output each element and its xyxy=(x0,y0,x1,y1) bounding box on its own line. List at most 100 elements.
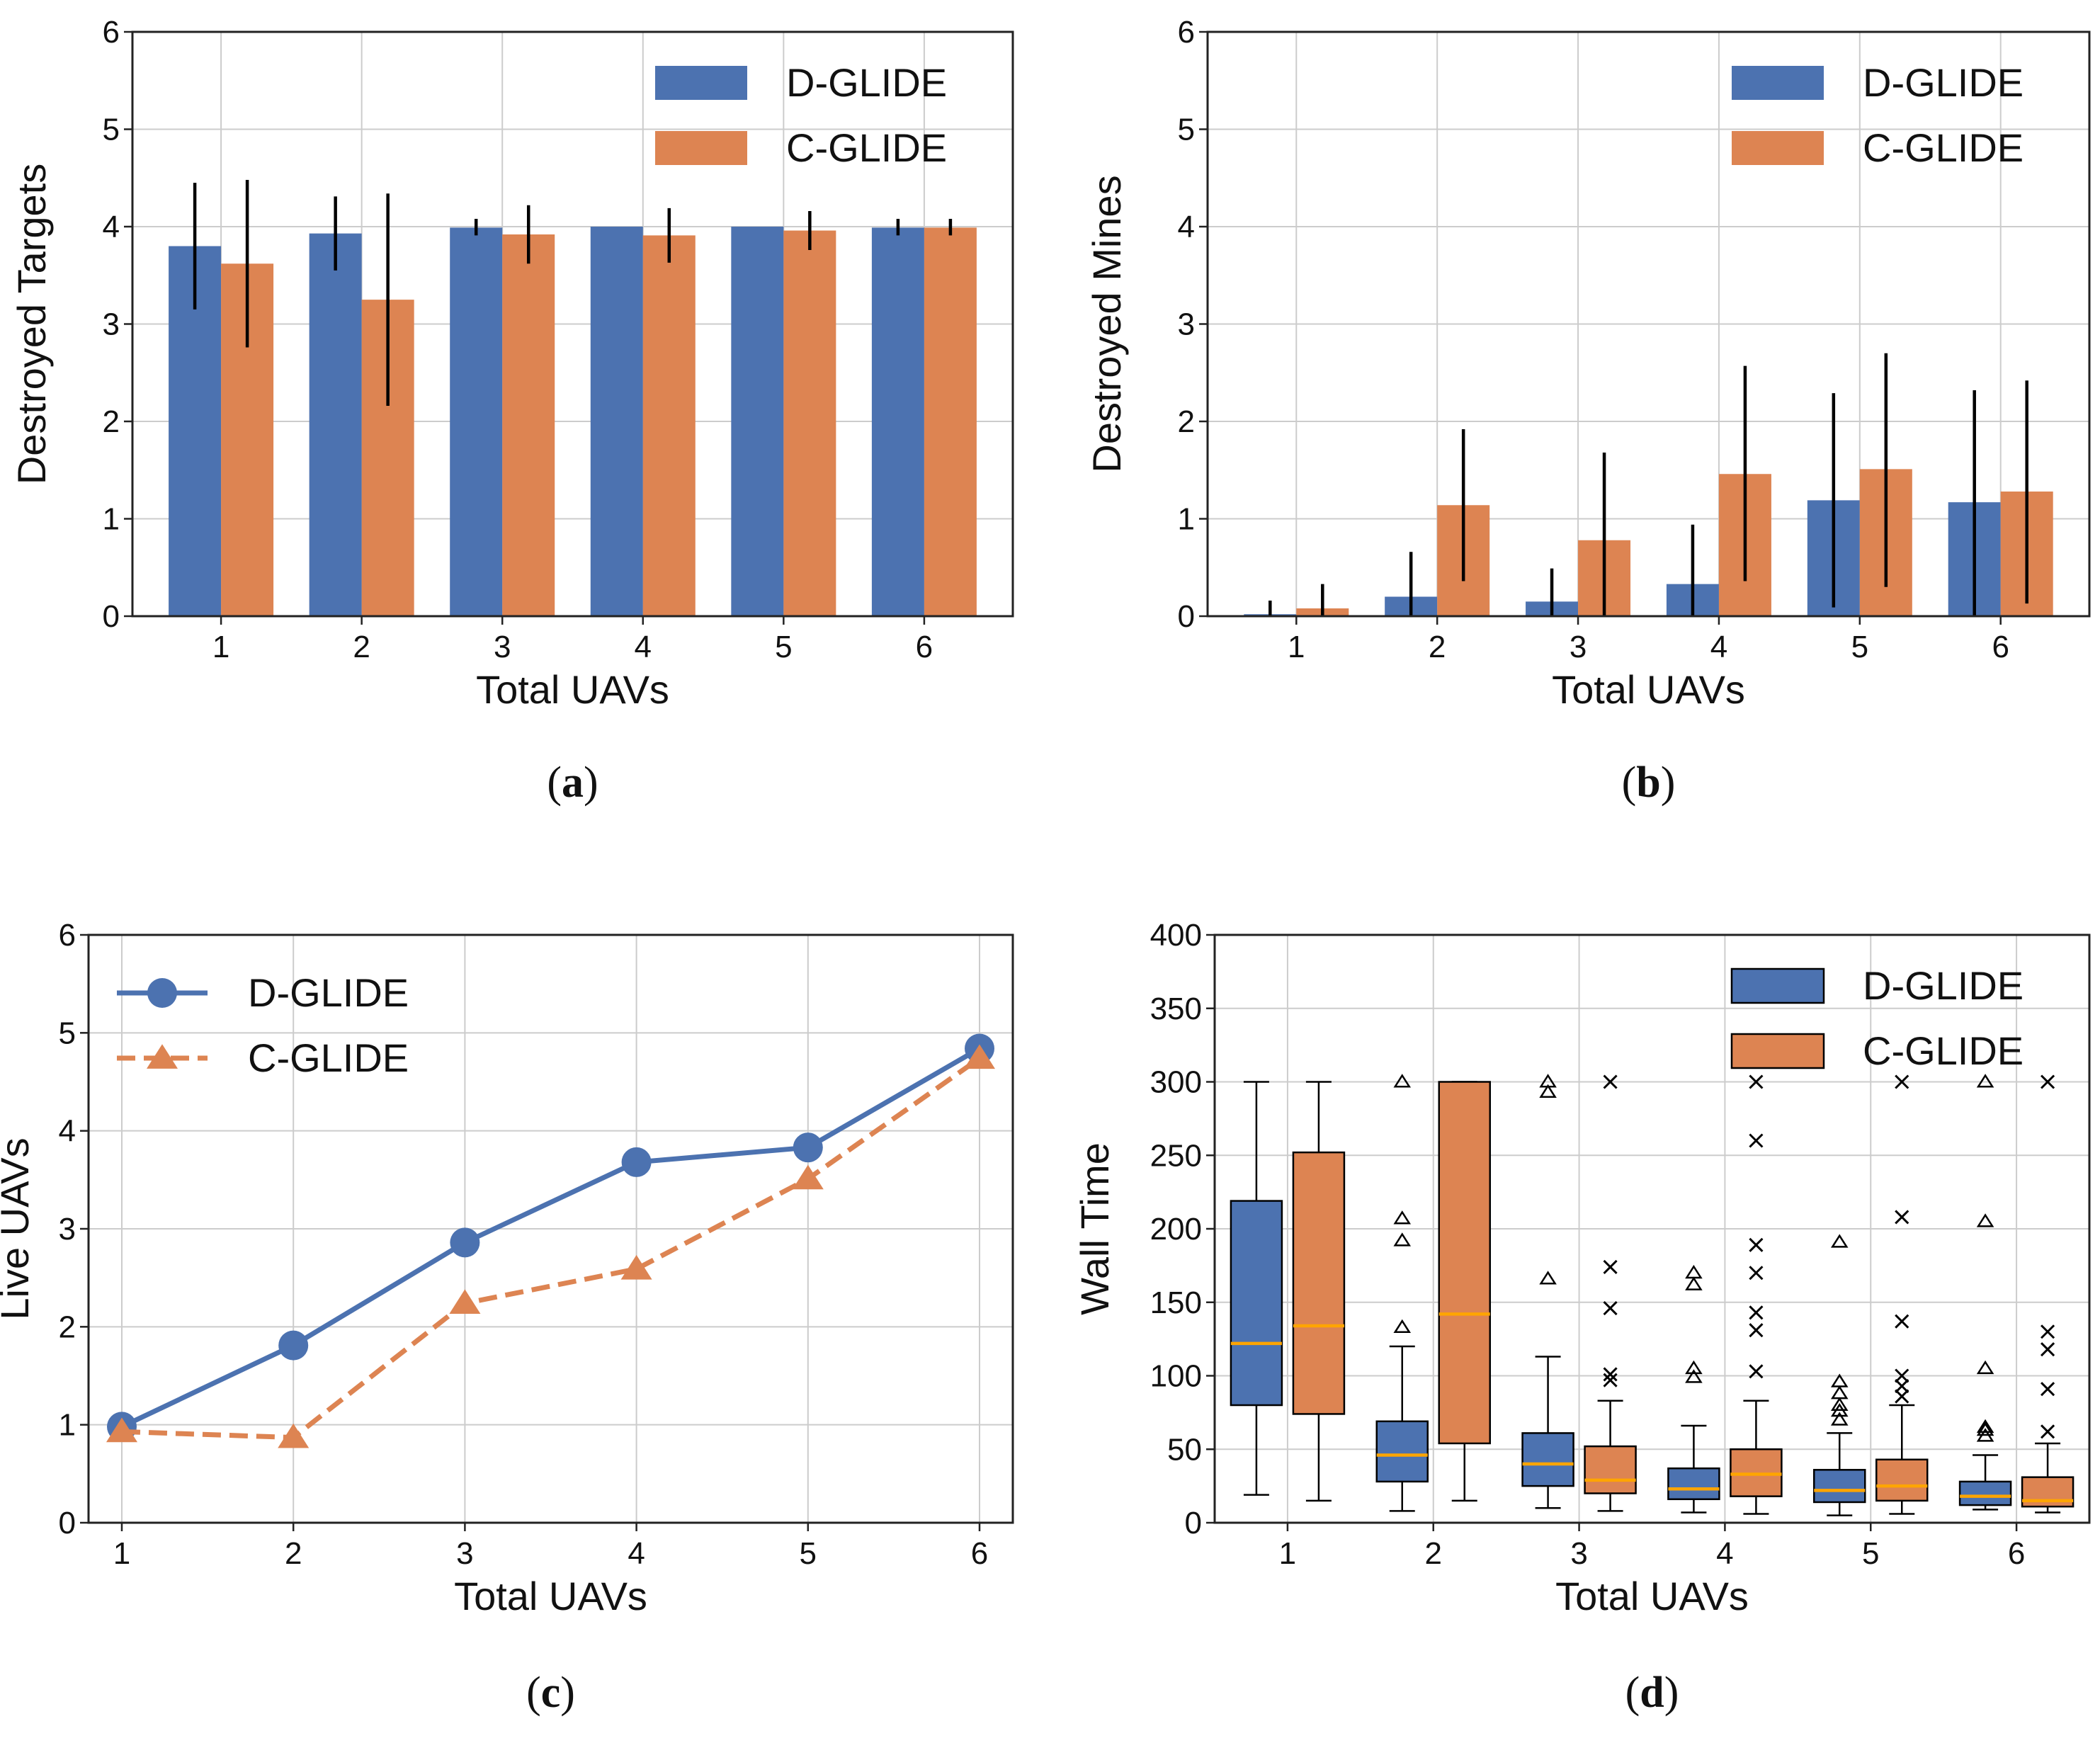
x-tick-label: 2 xyxy=(1429,630,1446,664)
x-tick-label: 6 xyxy=(916,630,933,664)
y-tick-label: 3 xyxy=(103,307,120,342)
point xyxy=(449,1289,481,1314)
y-axis-label: Wall Time xyxy=(1072,1142,1117,1315)
x-tick-label: 2 xyxy=(285,1536,302,1571)
legend: D-GLIDE C-GLIDE xyxy=(1730,963,2024,1073)
flier xyxy=(1749,1133,1764,1148)
flier xyxy=(1603,1074,1618,1089)
flier xyxy=(1603,1300,1618,1316)
y-tick-label: 350 xyxy=(1150,992,1202,1026)
flier xyxy=(1895,1074,1909,1089)
point xyxy=(792,1164,824,1190)
y-tick-label: 0 xyxy=(1185,1506,1202,1540)
flier xyxy=(1685,1360,1703,1375)
bar xyxy=(731,227,784,616)
box-body xyxy=(1958,1480,2012,1506)
x-tick-label: 2 xyxy=(353,630,370,664)
flier xyxy=(1603,1259,1618,1275)
flier xyxy=(1603,1367,1618,1382)
legend-label: D-GLIDE xyxy=(786,60,947,105)
flier xyxy=(1749,1305,1764,1320)
point xyxy=(106,1417,137,1443)
flier xyxy=(1976,1074,1994,1088)
series-line xyxy=(121,1056,982,1441)
y-tick-label: 200 xyxy=(1150,1212,1202,1247)
panel-caption: (c) xyxy=(526,1669,575,1717)
series-line xyxy=(120,1046,981,1429)
x-tick-label: 4 xyxy=(635,630,652,664)
bar xyxy=(871,227,924,616)
y-axis-label: Live UAVs xyxy=(0,1137,37,1319)
flier xyxy=(1830,1234,1849,1248)
point xyxy=(278,1423,310,1448)
y-tick-label: 3 xyxy=(1178,307,1195,342)
flier xyxy=(1393,1232,1412,1247)
grid xyxy=(1215,934,2089,1523)
axes-frame xyxy=(1206,30,2091,618)
flier xyxy=(2041,1424,2055,1439)
y-tick-label: 6 xyxy=(1178,15,1195,50)
box xyxy=(1438,1081,1491,1502)
x-axis-label: Total UAVs xyxy=(476,667,669,712)
box xyxy=(1292,1081,1346,1502)
flier xyxy=(1976,1421,1994,1436)
y-tick-label: 5 xyxy=(1178,113,1195,147)
x-tick-label: 4 xyxy=(1710,630,1727,664)
x-tick-label: 3 xyxy=(1570,630,1587,664)
flier xyxy=(1393,1074,1412,1088)
legend: D-GLIDE C-GLIDE xyxy=(117,970,409,1080)
y-tick-label: 3 xyxy=(59,1212,76,1247)
axes-frame xyxy=(87,933,1014,1524)
x-tick-label: 3 xyxy=(1570,1536,1587,1571)
chart-d: 0 50 100 150 200 250 300 350 400 1 2 3 4 5 6 Total UAVs… xyxy=(1072,918,2091,1717)
x-tick-label: 1 xyxy=(212,630,229,664)
box xyxy=(1584,1074,1637,1512)
y-tick-label: 6 xyxy=(59,918,76,953)
legend: D-GLIDE C-GLIDE xyxy=(655,60,947,170)
flier xyxy=(1539,1084,1557,1098)
x-tick-label: 5 xyxy=(1862,1536,1879,1571)
flier xyxy=(1830,1397,1849,1411)
panel-caption-letter: d xyxy=(1640,1669,1664,1717)
point xyxy=(620,1254,652,1280)
y-tick-label: 150 xyxy=(1150,1285,1202,1320)
y-tick-label: 6 xyxy=(103,15,120,50)
x-tick-label: 1 xyxy=(1279,1536,1296,1571)
point xyxy=(621,1147,652,1177)
y-tick-label: 1 xyxy=(59,1408,76,1443)
flier xyxy=(1895,1368,1909,1383)
box xyxy=(1958,1074,2012,1511)
series-d-glide xyxy=(107,1033,994,1442)
bar xyxy=(642,235,696,616)
flier xyxy=(1749,1364,1764,1379)
x-axis-label: Total UAVs xyxy=(1555,1574,1749,1618)
box-body xyxy=(1230,1200,1283,1407)
x-tick-label: 5 xyxy=(775,630,792,664)
y-tick-label: 0 xyxy=(1178,599,1195,634)
y-tick-label: 1 xyxy=(1178,502,1195,537)
box-body xyxy=(1875,1458,1929,1502)
y-tick-label: 4 xyxy=(59,1114,76,1149)
box-body xyxy=(1667,1467,1720,1501)
bar xyxy=(502,234,555,616)
box-body xyxy=(1521,1432,1574,1487)
y-tick-label: 2 xyxy=(1178,404,1195,439)
flier xyxy=(1749,1266,1764,1281)
x-tick-label: 3 xyxy=(494,630,511,664)
flier xyxy=(1830,1412,1849,1426)
box-body xyxy=(1375,1420,1429,1483)
x-tick-label: 4 xyxy=(628,1536,645,1571)
legend-swatch xyxy=(1730,967,1825,1004)
x-tick-label: 3 xyxy=(456,1536,473,1571)
flier xyxy=(1539,1074,1557,1088)
legend-marker xyxy=(147,1044,178,1069)
flier xyxy=(1976,1360,1994,1375)
y-tick-label: 4 xyxy=(103,210,120,244)
series-d-glide xyxy=(169,183,924,616)
chart-b: 0 1 2 3 4 5 6 1 2 3 4 5 6 Total UAVs Destroyed Mines D-… xyxy=(1084,15,2091,807)
box-body xyxy=(1292,1151,1346,1415)
x-tick-label: 1 xyxy=(1288,630,1305,664)
panel-caption: (a) xyxy=(547,759,598,807)
y-tick-label: 300 xyxy=(1150,1065,1202,1100)
point xyxy=(964,1044,995,1069)
